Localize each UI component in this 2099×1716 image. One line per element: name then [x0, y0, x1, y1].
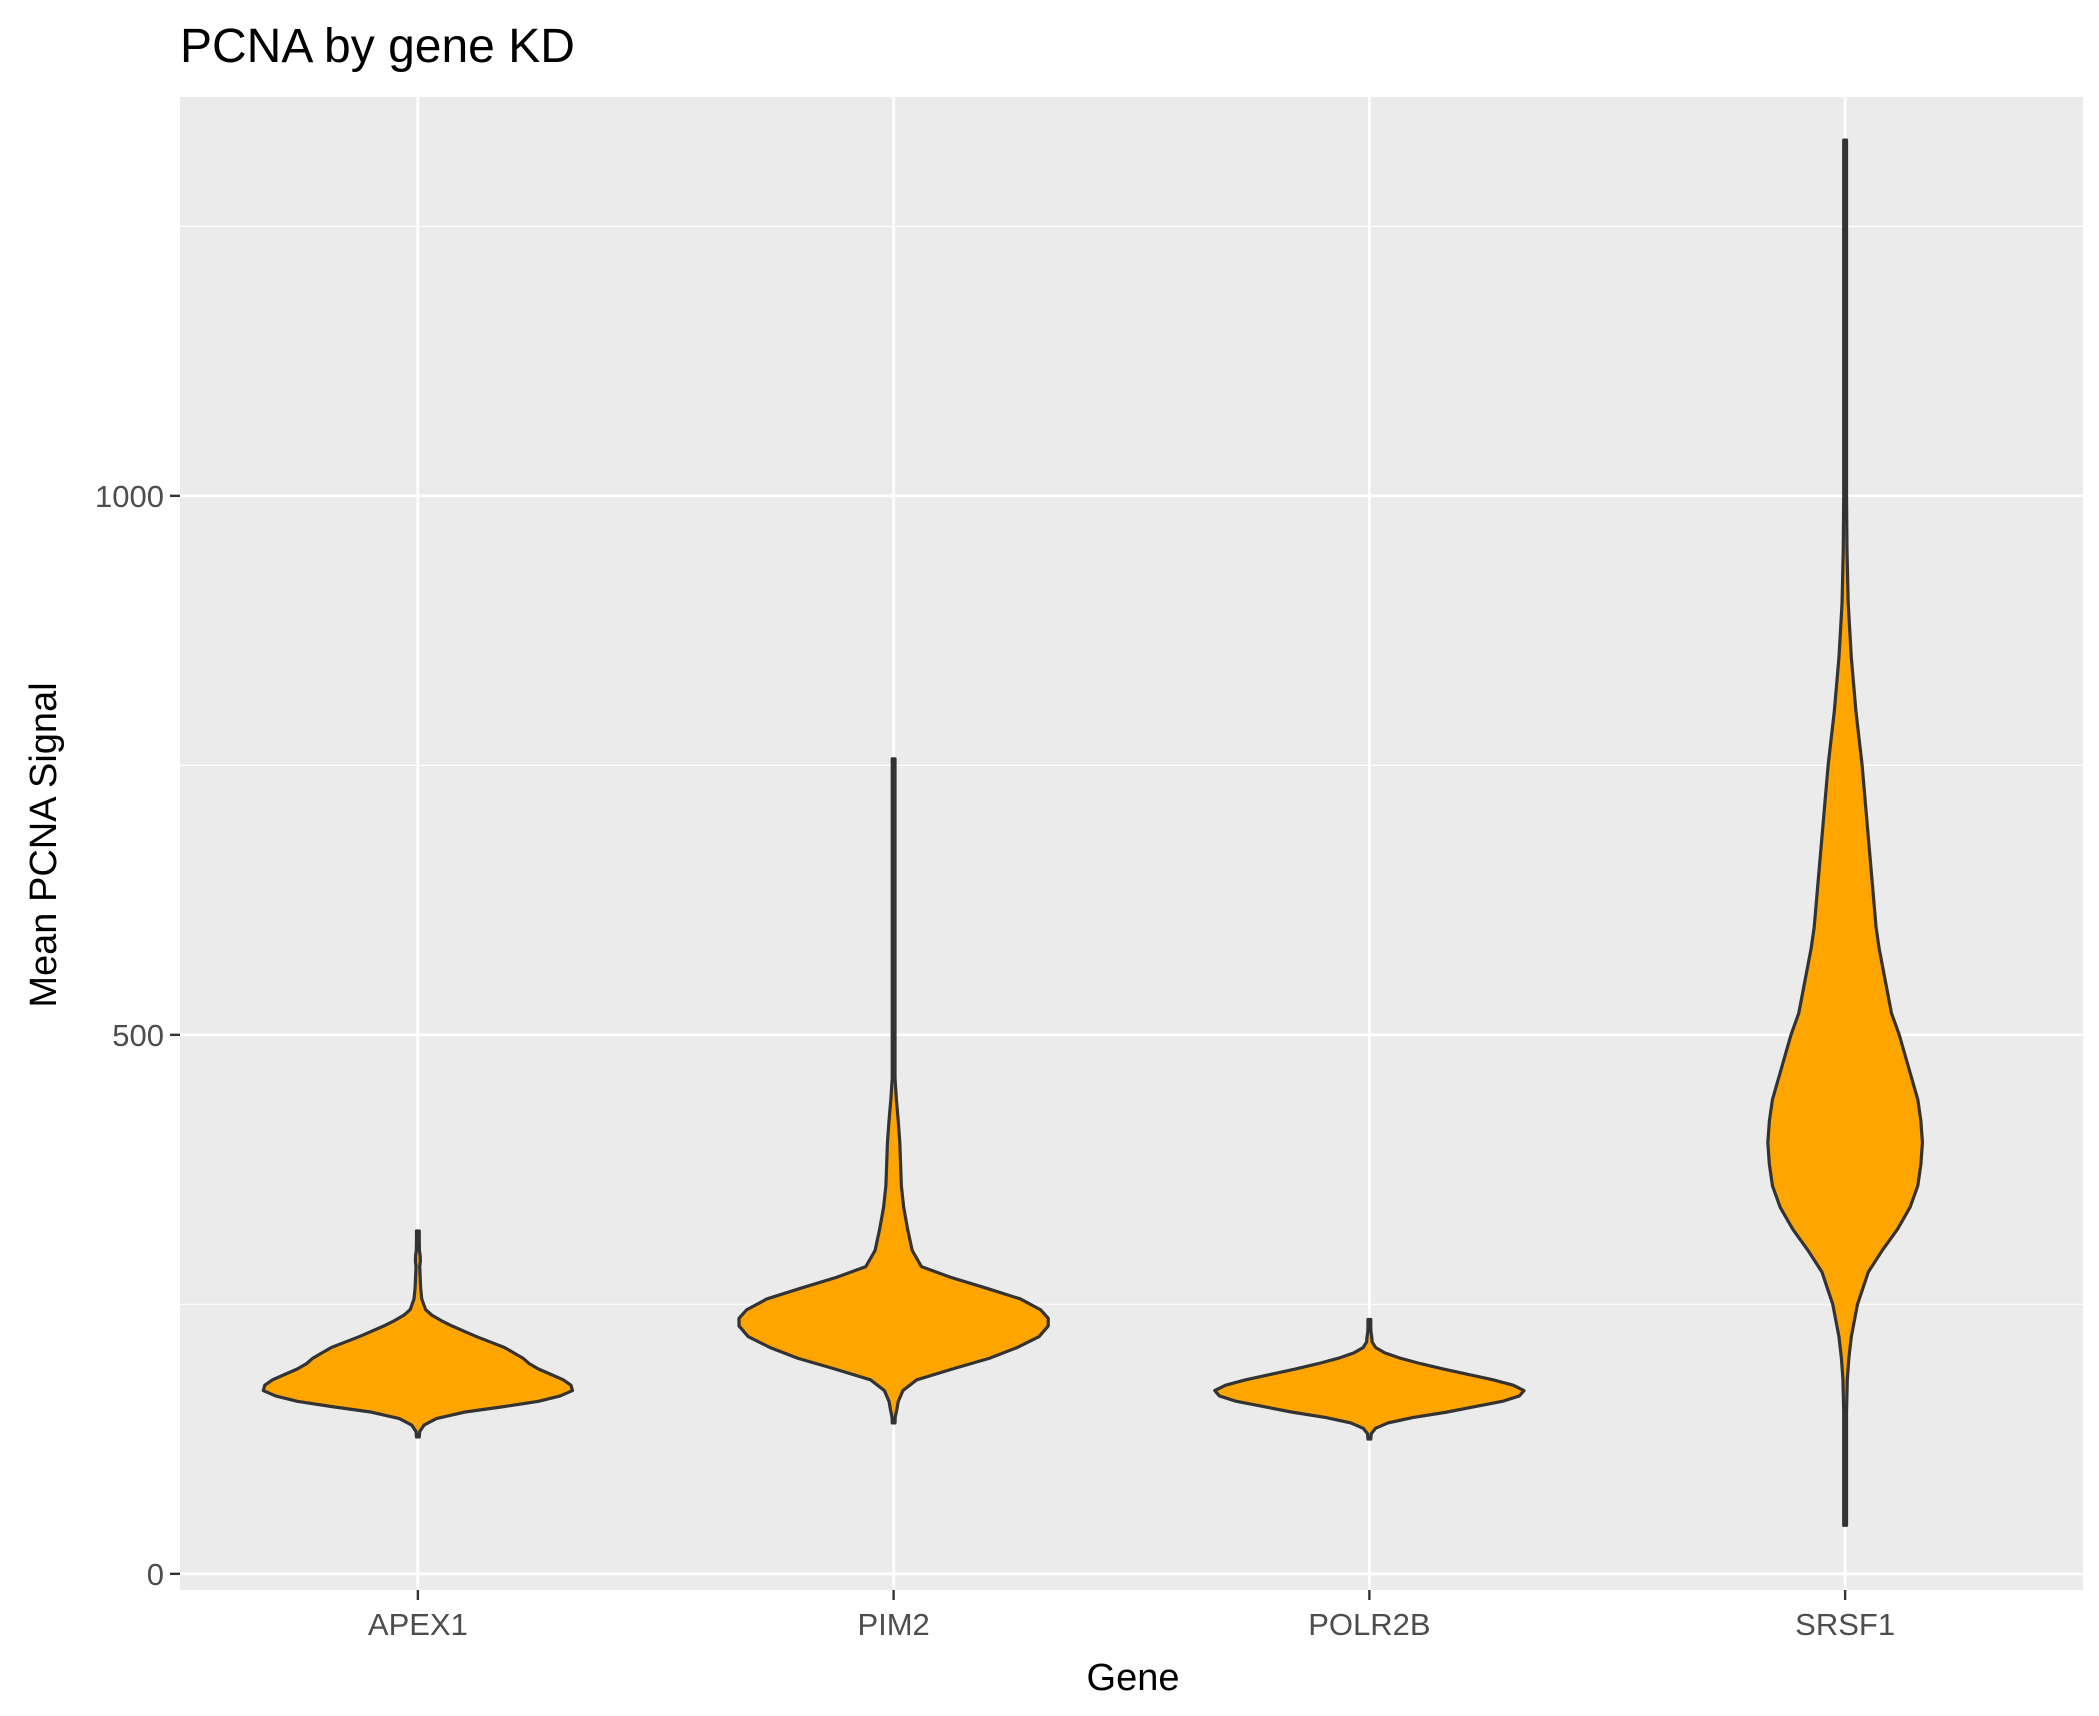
chart-title: PCNA by gene KD [180, 20, 575, 73]
x-tick-label: APEX1 [368, 1607, 468, 1642]
y-axis-title: Mean PCNA Signal [23, 682, 65, 1007]
x-axis-title: Gene [1087, 1657, 1180, 1699]
x-tick-label: PIM2 [857, 1607, 929, 1642]
y-tick-label: 500 [112, 1018, 164, 1053]
violin-polr2b [1213, 1317, 1526, 1441]
violins [261, 138, 1925, 1527]
y-axis: 0 500 1000 [95, 479, 180, 1592]
x-tick-label: SRSF1 [1795, 1607, 1895, 1642]
x-tick-label: POLR2B [1308, 1607, 1430, 1642]
plot-panel [180, 97, 2083, 1590]
violin-pim2 [737, 757, 1050, 1425]
y-tick-label: 0 [147, 1557, 164, 1592]
violin-srsf1 [1766, 138, 1925, 1527]
violin-apex1 [261, 1229, 575, 1439]
y-tick-label: 1000 [95, 479, 164, 514]
x-axis: APEX1 PIM2 POLR2B SRSF1 [368, 1590, 1895, 1642]
grid-minor [180, 225, 2083, 1305]
